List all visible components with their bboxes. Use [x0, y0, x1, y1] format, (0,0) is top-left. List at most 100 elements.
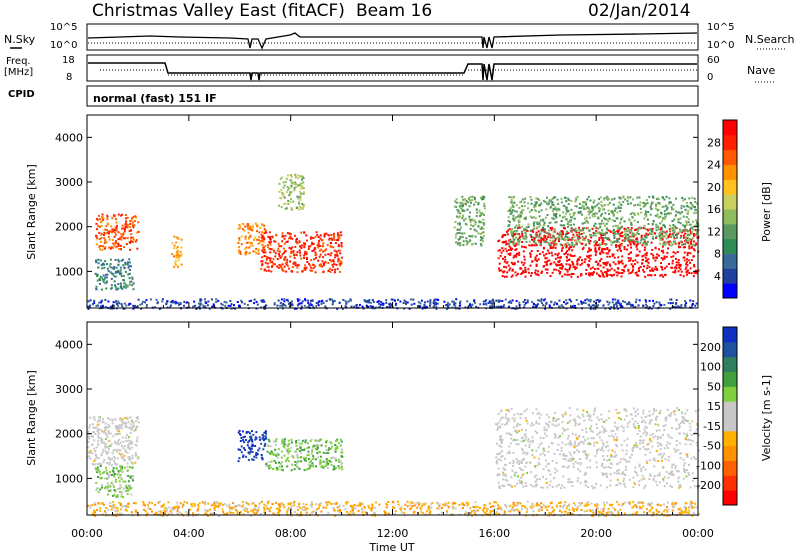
power-cell — [173, 247, 176, 250]
power-cell — [508, 245, 511, 248]
velocity-cell — [283, 446, 286, 449]
power-cell — [650, 269, 653, 272]
power-cell — [385, 301, 388, 304]
power-cell — [587, 303, 590, 306]
power-cell — [340, 242, 343, 244]
power-cell — [102, 274, 105, 277]
power-cell — [644, 243, 647, 246]
power-cell — [594, 205, 597, 208]
power-cell — [679, 263, 682, 266]
power-cell — [301, 207, 304, 210]
power-cell — [460, 204, 463, 207]
power-cell — [461, 217, 464, 220]
velocity-cell — [126, 469, 129, 472]
velocity-cell — [239, 440, 242, 442]
power-cell — [582, 232, 585, 234]
power-cell — [559, 232, 562, 235]
velocity-cell — [112, 467, 115, 470]
power-cell — [604, 231, 607, 234]
velocity-cell — [340, 463, 343, 466]
power-cell — [516, 232, 519, 235]
power-cell — [433, 299, 436, 302]
power-cell — [692, 220, 694, 223]
power-cell — [647, 261, 650, 264]
velocity-cell — [638, 463, 641, 466]
power-cell — [113, 266, 116, 268]
power-cell — [606, 228, 608, 231]
power-cell — [520, 261, 523, 264]
power-cell — [535, 244, 538, 247]
power-cell — [307, 247, 310, 250]
velocity-cell — [298, 468, 301, 470]
power-cell — [145, 306, 148, 309]
power-cell — [502, 257, 504, 260]
velocity-cell — [102, 418, 104, 421]
power-cell — [548, 304, 551, 307]
power-cell — [552, 245, 555, 248]
power-cell — [248, 237, 250, 240]
power-cell — [510, 201, 513, 204]
power-cell — [524, 302, 527, 305]
velocity-cell — [606, 476, 608, 478]
power-cell — [296, 242, 299, 245]
power-cell — [224, 304, 227, 307]
power-cell — [537, 299, 540, 302]
power-cell — [455, 241, 458, 244]
velocity-cell — [100, 440, 102, 443]
power-cell — [261, 238, 264, 241]
power-cell — [119, 266, 122, 269]
velocity-cell — [508, 445, 511, 448]
power-cell — [565, 209, 568, 212]
power-cell — [648, 266, 651, 269]
power-cell — [106, 222, 109, 225]
power-cell — [330, 237, 333, 240]
velocity-cell — [593, 444, 596, 447]
power-cell — [121, 224, 124, 227]
power-cell — [131, 241, 134, 243]
power-cell — [691, 231, 693, 233]
power-cell — [618, 247, 621, 250]
power-cell — [694, 224, 697, 227]
power-cell — [233, 304, 235, 307]
power-cell — [585, 203, 588, 206]
velocity-cell — [239, 433, 241, 435]
power-cell — [297, 177, 300, 180]
power-cell — [283, 203, 286, 205]
velocity-cell — [96, 424, 99, 427]
power-cell — [285, 191, 288, 193]
power-cell — [632, 242, 635, 245]
power-cell — [530, 272, 533, 274]
power-cell — [154, 306, 157, 309]
velocity-cell — [615, 472, 618, 475]
velocity-cell — [262, 435, 265, 438]
power-cell — [575, 205, 578, 208]
power-cell — [672, 224, 675, 227]
power-cell — [246, 304, 249, 306]
power-cell — [616, 239, 619, 242]
power-cell — [640, 239, 643, 242]
velocity-cell — [322, 466, 325, 469]
power-cell — [658, 235, 661, 237]
power-cell — [533, 239, 536, 242]
power-cell — [581, 213, 583, 216]
power-cell — [644, 210, 647, 213]
power-cell — [501, 275, 504, 277]
power-cell — [685, 238, 687, 241]
power-cell — [468, 218, 471, 221]
power-cell — [614, 209, 616, 212]
power-cell — [546, 202, 549, 205]
power-cell — [550, 205, 553, 208]
velocity-cell — [308, 461, 311, 464]
velocity-cell — [335, 440, 337, 443]
power-cell — [623, 234, 626, 237]
power-cell — [527, 271, 530, 274]
velocity-cell — [669, 484, 672, 487]
power-cell — [125, 220, 128, 223]
power-cell — [96, 279, 99, 282]
power-cell — [283, 265, 286, 268]
power-cell — [549, 275, 552, 277]
power-cell — [468, 304, 471, 307]
velocity-cell — [583, 481, 586, 484]
power-cell — [587, 207, 590, 210]
power-cell — [336, 239, 338, 242]
